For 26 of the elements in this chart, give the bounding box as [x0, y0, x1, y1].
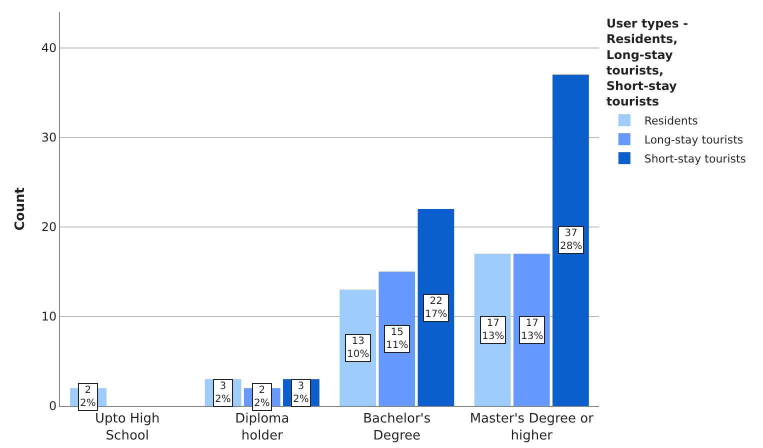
data-label: 13 10%: [347, 336, 370, 360]
bar: [552, 74, 589, 406]
data-label: 22 17%: [425, 296, 448, 320]
legend-title: User types - Residents, Long-stay tourists, Short-stay tourists: [606, 16, 688, 109]
data-label: 37 28%: [560, 228, 582, 252]
y-tick-label: 20: [41, 220, 57, 234]
data-label: 15 11%: [386, 327, 408, 351]
data-label: 3 2%: [293, 381, 309, 405]
data-label: 3 2%: [215, 381, 231, 405]
y-axis-title: Count: [13, 187, 28, 231]
y-tick-label: 40: [41, 41, 57, 56]
x-tick-label: Upto High School: [94, 412, 160, 444]
bar: [418, 209, 454, 406]
x-tick-label: Diploma holder: [235, 412, 290, 444]
data-label: 17 13%: [482, 318, 504, 342]
y-tick-label: 0: [48, 399, 57, 414]
data-label: 17 13%: [521, 318, 544, 342]
data-label: 2 2%: [80, 385, 96, 409]
legend-label: Residents: [644, 114, 698, 128]
legend-label: Long-stay tourists: [644, 133, 744, 146]
x-tick-label: Bachelor's Degree: [363, 412, 431, 444]
y-tick-label: 10: [41, 310, 57, 324]
y-tick-label: 30: [41, 130, 57, 145]
legend-label: Short-stay tourists: [644, 152, 746, 166]
x-tick-label: Master's Degree or higher: [470, 412, 594, 444]
data-label: 2 2%: [254, 385, 270, 409]
